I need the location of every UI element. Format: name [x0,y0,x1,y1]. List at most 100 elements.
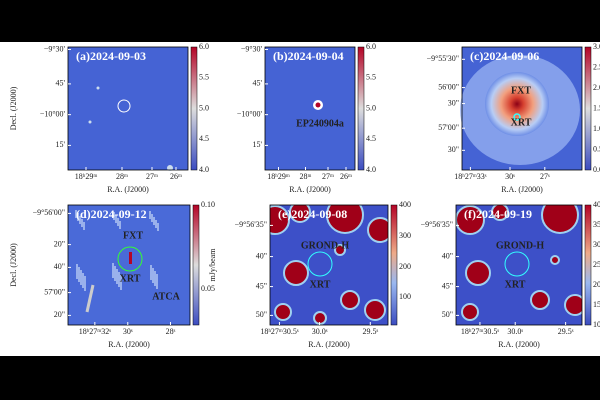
y-tick-label: 15' [253,140,263,149]
frame [455,204,583,326]
y-tick-label: 56'00" [438,82,459,91]
colorbar-tick-label: 350 [593,220,600,229]
x-axis-label: R.A. (J2000) [498,340,540,349]
annotation: EP240904a [296,118,344,129]
y-tick-label: −9°30' [241,44,263,53]
streak [153,217,155,225]
y-tick-label: 45" [256,281,267,290]
source-core [315,102,321,108]
panel-title: (c)2024-09-06 [470,49,539,63]
colorbar-tick-label: 2.0 [593,83,600,92]
blob [283,260,309,286]
x-tick-label: 27ᵐ [146,172,158,181]
x-tick-label: 29.5ˢ [558,327,574,336]
colorbar-tick-label: 200 [593,280,600,289]
y-tick-label: 40" [256,251,267,260]
y-tick-label: 40" [442,251,453,260]
colorbar-tick-label: 2.5 [593,62,600,71]
colorbar-tick-label: 400 [593,200,600,209]
region-circle [117,99,131,113]
y-tick-label: 30" [448,98,459,107]
x-tick-label: 26ᵐ [340,172,352,181]
blob [541,205,579,234]
y-tick-label: 50" [442,310,453,319]
streak [116,269,118,284]
x-tick-label: 30ˢ [505,172,515,181]
image [265,47,355,170]
streak [154,271,156,286]
x-tick-label: 18ʰ29ᵐ [267,172,290,181]
streak [157,223,159,231]
y-axis-label: Decl. (J2000) [9,243,18,287]
panel-title: (e)2024-09-08 [278,207,347,221]
colorbar-tick-label: 5.0 [366,103,376,112]
xrt-circle [307,251,333,277]
blob [491,205,509,221]
blob [289,205,311,223]
colorbar-tick-label: 200 [399,262,411,271]
frame [67,204,191,326]
x-axis-label: R.A. (J2000) [501,185,543,194]
y-tick-label: −9°30' [44,44,66,53]
y-tick-label: 20" [54,310,65,319]
frame [269,204,389,326]
annotation: GROND-H [496,240,545,251]
blob [530,290,550,310]
colorbar-tick-label: 0.5 [593,144,600,153]
colorbar-tick-label: 5.5 [199,73,209,82]
field-source [167,165,173,171]
colorbar-tick-label: 150 [593,300,600,309]
colorbar-tick-label: 6.0 [366,42,376,51]
y-tick-label: −9°55'30" [427,54,459,63]
y-tick-label: 40" [54,262,65,271]
image [68,47,188,170]
colorbar-tick-label: 100 [593,320,600,329]
x-axis-label: R.A. (J2000) [107,185,149,194]
x-tick-label: 26ᵐ [170,172,182,181]
colorbar [584,204,592,326]
blob [340,290,360,310]
y-tick-label: 45" [442,281,453,290]
x-tick-label: 30.0ˢ [507,327,523,336]
colorbar-tick-label: 5.5 [366,73,376,82]
colorbar-tick-label: 0.05 [201,284,215,293]
blob [274,303,292,321]
x-tick-label: 30ˢ [123,327,133,336]
x-tick-label: 27ˢ [540,172,550,181]
streak [114,266,116,281]
streak [77,213,79,221]
diffuse-source [485,72,549,136]
panel-title: (a)2024-09-03 [76,49,146,63]
streak [84,276,86,291]
colorbar-tick-label: 300 [399,231,411,240]
xrt-circle [504,251,530,277]
streak [150,265,152,280]
blob [367,217,388,243]
blob [461,303,479,321]
streak [76,264,78,279]
colorbar [390,204,398,326]
x-tick-label: 28ᵐ [300,172,312,181]
streak [115,215,117,223]
colorbar-tick-label: 6.0 [199,42,209,51]
colorbar-tick-label: 1.0 [593,124,600,133]
colorbar-tick-label: 3.0 [593,42,600,51]
streak [113,212,115,220]
colorbar-tick-label: 4.0 [366,165,376,174]
colorbar-tick-label: 100 [399,292,411,301]
x-tick-label: 18ʰ29ᵐ [75,172,98,181]
annotation: XRT [310,279,331,290]
x-tick-label: 28ᵐ [116,172,128,181]
artifact [85,284,95,313]
streak [75,210,77,218]
streak [82,273,84,288]
blob [456,205,485,235]
streak [117,218,119,226]
frame [67,46,189,171]
streak [149,211,151,219]
y-tick-label: −9°56'35" [421,220,453,229]
streak [156,274,158,289]
panel-title: (f)2024-09-19 [464,207,532,221]
colorbar-tick-label: 4.5 [366,134,376,143]
field-source [88,120,92,124]
